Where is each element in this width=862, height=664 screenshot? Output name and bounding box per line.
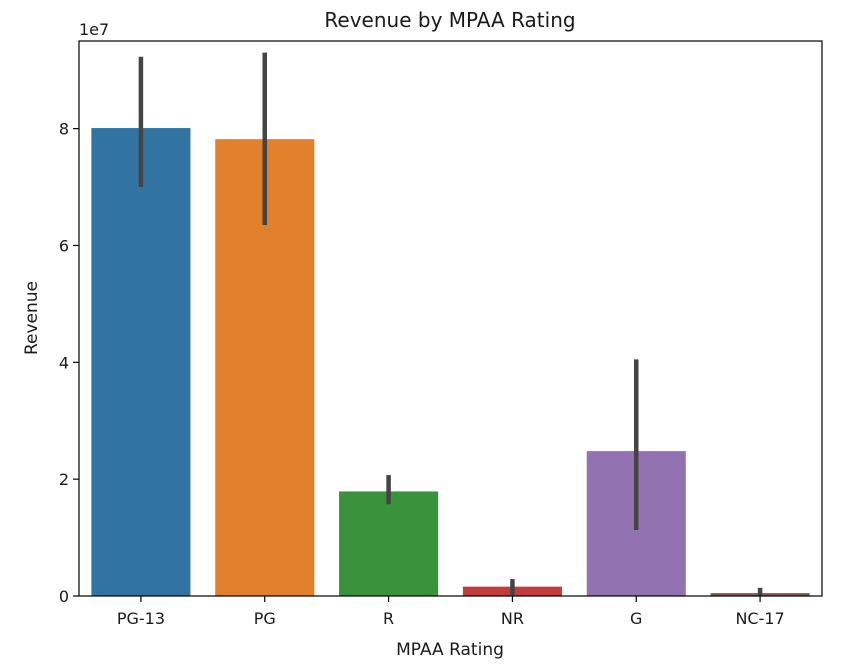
x-tick-label: PG-13 [117,609,165,628]
x-tick-label: NR [501,609,524,628]
plot-frame [78,40,823,597]
y-axis-label: Revenue [22,281,42,355]
y-tick-label: 6 [59,236,69,255]
x-tick-label: G [630,609,642,628]
chart-title: Revenue by MPAA Rating [324,8,575,32]
x-tick-label: NC-17 [735,609,784,628]
x-tick-label: PG [254,609,276,628]
bar-pg-13 [91,128,191,596]
x-axis-label: MPAA Rating [396,640,504,660]
x-tick-label: R [383,609,394,628]
bar-r [339,491,439,596]
x-axis: PG-13 PG R NR G NC-17 [117,596,785,628]
y-axis: 0 2 4 6 8 [59,120,79,606]
y-axis-offset-label: 1e7 [79,20,109,39]
y-tick-label: 2 [59,470,69,489]
error-bars-layer [138,52,763,596]
bars-layer [91,128,810,596]
y-tick-label: 0 [59,587,69,606]
y-tick-label: 8 [59,120,69,139]
y-tick-label: 4 [59,353,69,372]
